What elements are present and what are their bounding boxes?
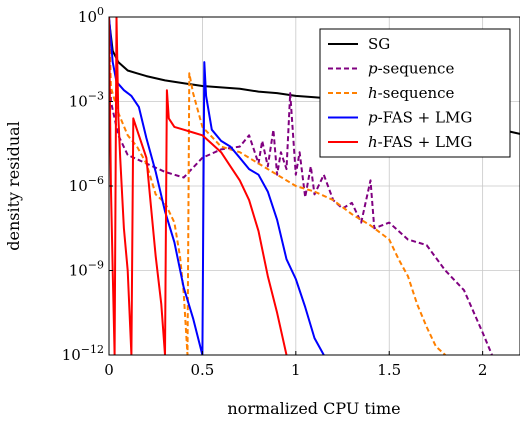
legend: SG p-sequence h-sequence p-FAS + LMG h-FAS +…	[319, 28, 511, 158]
y-tick-label: 10−12	[62, 343, 104, 364]
y-tick-label: 10−9	[69, 259, 104, 280]
legend-label-3: p-FAS + LMG	[368, 109, 472, 127]
series-line-4	[109, 17, 288, 355]
y-tick-label: 10−6	[69, 174, 104, 195]
series-line-3	[109, 17, 325, 355]
legend-label-0: SG	[368, 35, 390, 53]
x-tick-label: 1.5	[377, 361, 401, 379]
y-tick-label: 10−3	[69, 90, 104, 111]
legend-label-2: h-sequence	[368, 84, 455, 102]
x-tick-label: 2	[478, 361, 488, 379]
x-tick-label: 0	[104, 361, 114, 379]
x-tick-label: 0.5	[190, 361, 214, 379]
y-tick-label: 100	[78, 5, 104, 26]
legend-box	[319, 28, 511, 158]
legend-label-1: p-sequence	[368, 60, 454, 78]
x-axis-label: normalized CPU time	[227, 399, 400, 418]
series-line-1	[109, 17, 493, 355]
x-tick-label: 1	[291, 361, 301, 379]
legend-label-4: h-FAS + LMG	[368, 133, 472, 151]
y-axis-label: density residual	[4, 121, 23, 251]
axis-ticks: 0 0.5 1 1.5 2 100 10−3 10−6 10−9 10−12	[62, 5, 488, 379]
